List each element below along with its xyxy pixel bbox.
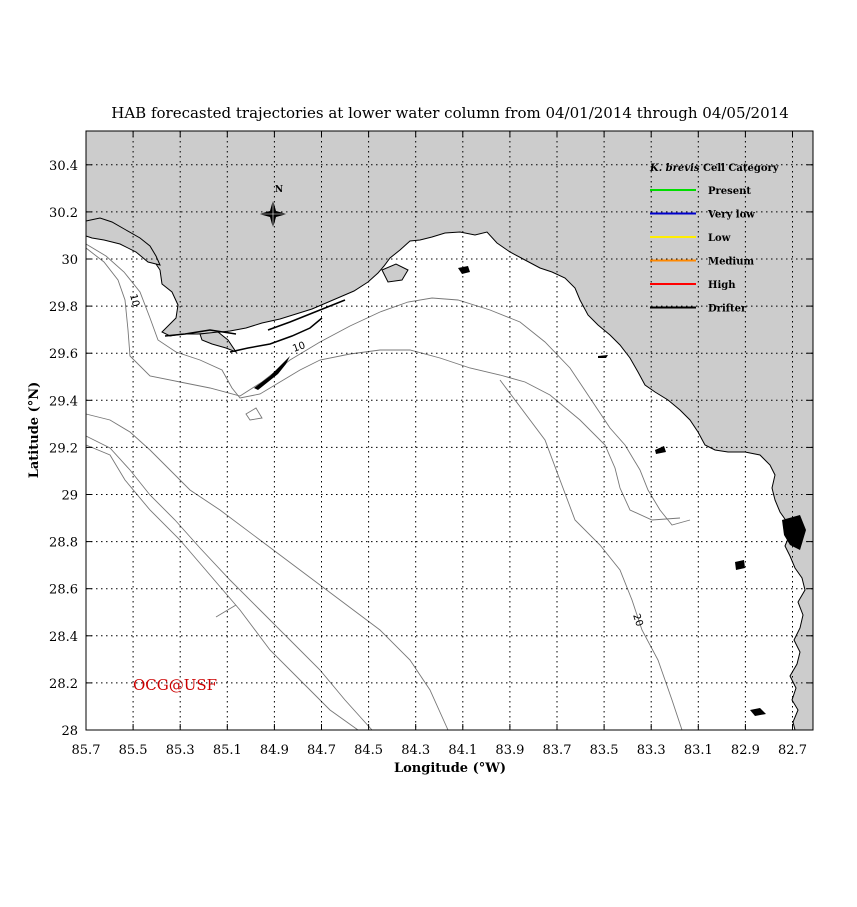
contour-20m <box>85 247 691 526</box>
contour-loop <box>245 407 263 421</box>
x-tick-label: 83.1 <box>684 743 713 758</box>
legend-items: Present Very low Low Medium High Drifter <box>650 186 755 315</box>
legend-label: Low <box>708 233 731 244</box>
compass-label: N <box>275 185 283 195</box>
x-ticks: 85.7 85.5 85.3 85.1 84.9 84.7 84.5 84.3 84.1 83.9… <box>72 131 807 758</box>
y-tick-label: 30.4 <box>49 159 78 174</box>
y-tick-label: 28.6 <box>49 583 78 598</box>
legend-label: Drifter <box>708 304 747 315</box>
contour-label-20: 20 <box>630 613 644 629</box>
drifter-tracks <box>254 266 806 716</box>
contour-20m-lower <box>499 379 683 731</box>
x-tick-label: 84.7 <box>307 743 336 758</box>
y-tick-label: 28 <box>61 724 78 739</box>
x-tick-label: 83.3 <box>637 743 666 758</box>
x-tick-label: 85.5 <box>119 743 148 758</box>
barrier-island-east <box>267 299 346 331</box>
x-tick-label: 83.9 <box>495 743 524 758</box>
legend-label: Very low <box>707 210 755 221</box>
contour-short <box>215 604 237 618</box>
y-ticks: 28 28.2 28.4 28.6 28.8 29 29.2 29.4 29.6 29.8 30 30… <box>49 159 813 739</box>
x-tick-label: 83.5 <box>590 743 619 758</box>
legend-label: Medium <box>708 257 754 268</box>
x-tick-label: 82.7 <box>778 743 807 758</box>
contour-deep-1 <box>85 413 449 731</box>
y-tick-label: 29.2 <box>49 441 78 456</box>
legend-title-species: K. brevis <box>649 163 700 174</box>
drifter-track-4 <box>655 446 666 454</box>
contour-label-10b: 10 <box>291 340 307 355</box>
y-tick-label: 30 <box>61 253 78 268</box>
x-axis-label: Longitude (°W) <box>394 761 506 776</box>
watermark: OCG@USF <box>133 676 217 694</box>
legend-title: K. brevis Cell Category <box>649 163 780 174</box>
coast-cluster-1 <box>782 515 806 550</box>
x-tick-label: 84.1 <box>448 743 477 758</box>
contour-deep-2 <box>85 435 373 731</box>
drifter-track-1 <box>254 356 290 390</box>
legend: K. brevis Cell Category Present Very low L… <box>649 163 780 315</box>
depth-contours <box>85 243 691 731</box>
y-tick-label: 28.8 <box>49 536 78 551</box>
y-tick-label: 28.2 <box>49 677 78 692</box>
x-tick-label: 82.9 <box>731 743 760 758</box>
grid-lines <box>86 131 813 730</box>
x-tick-label: 84.9 <box>260 743 289 758</box>
compass-rose-icon: N <box>259 185 287 228</box>
y-tick-label: 29 <box>61 489 78 504</box>
x-tick-label: 83.7 <box>543 743 572 758</box>
land-west-coast <box>85 131 161 266</box>
y-tick-label: 28.4 <box>49 630 78 645</box>
y-tick-label: 29.6 <box>49 347 78 362</box>
barrier-island <box>164 317 323 353</box>
drifter-track-3 <box>598 355 608 358</box>
contour-label-10a: 10 <box>127 293 141 308</box>
plot-frame <box>85 130 814 731</box>
x-tick-label: 85.7 <box>72 743 101 758</box>
drifter-track-6 <box>750 708 766 716</box>
x-tick-label: 85.1 <box>213 743 242 758</box>
legend-label: High <box>708 280 736 291</box>
legend-label: Present <box>708 186 751 197</box>
drifter-track-5 <box>735 560 745 570</box>
y-tick-label: 29.4 <box>49 394 78 409</box>
y-axis-label: Latitude (°N) <box>27 382 42 479</box>
drifter-track-2 <box>458 266 470 274</box>
contour-10m <box>85 243 681 521</box>
x-tick-label: 85.3 <box>166 743 195 758</box>
x-tick-label: 84.3 <box>401 743 430 758</box>
x-tick-label: 84.5 <box>354 743 383 758</box>
legend-title-rest: Cell Category <box>700 163 780 174</box>
y-tick-label: 29.8 <box>49 300 78 315</box>
map-title: HAB forecasted trajectories at lower wat… <box>111 104 788 122</box>
contour-deep-3 <box>85 444 359 731</box>
y-tick-label: 30.2 <box>49 206 78 221</box>
bay-ochlockonee <box>381 263 409 283</box>
